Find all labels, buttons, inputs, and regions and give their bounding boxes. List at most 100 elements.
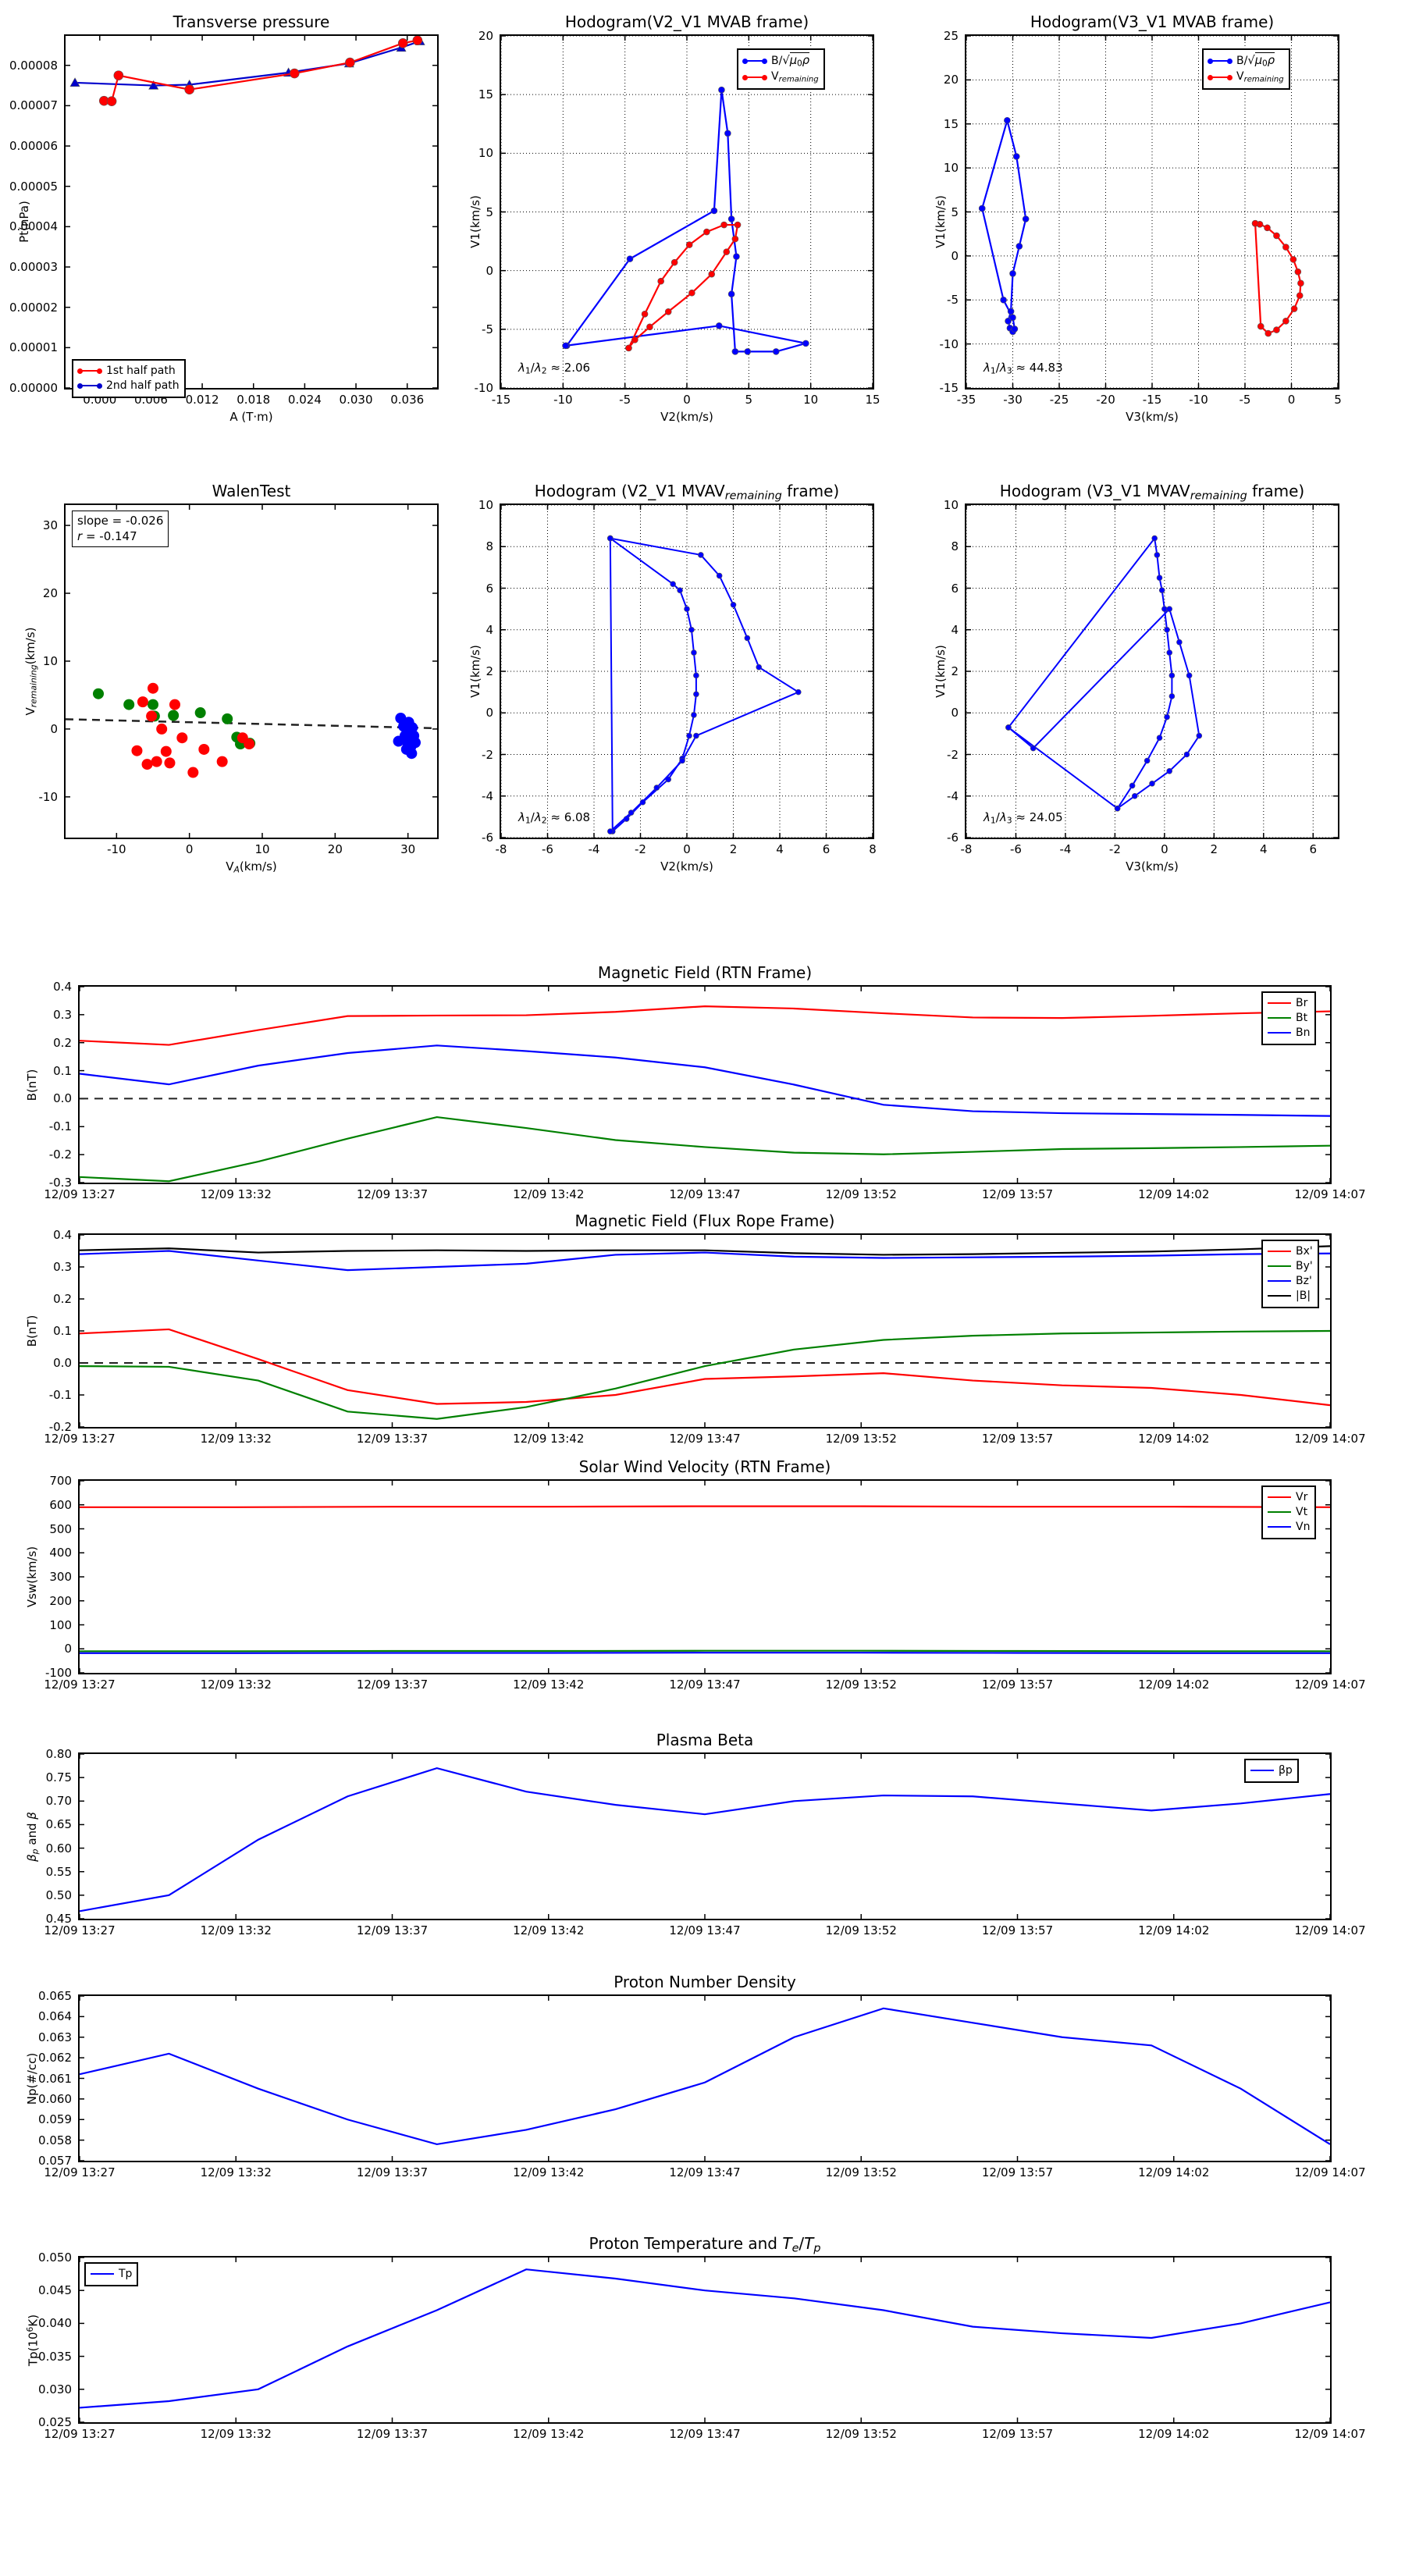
hodogram-v3v1-mvav-ytick: 0 [951, 706, 959, 720]
b-rtn-xtick: 12/09 13:27 [44, 1187, 116, 1201]
b-fluxrope-axes [78, 1233, 1332, 1429]
legend-line-1 [1268, 1511, 1291, 1514]
legend-line-1 [1208, 74, 1232, 80]
vsw-rtn-ytick: 100 [49, 1617, 72, 1632]
tp-ytick: 0.035 [38, 2349, 72, 2364]
legend-line-2 [1268, 1526, 1291, 1528]
b-rtn-xtick: 12/09 13:42 [513, 1187, 585, 1201]
b-rtn-xtick: 12/09 13:37 [356, 1187, 429, 1201]
legend-line-1 [77, 383, 102, 390]
tp-xtick: 12/09 14:02 [1138, 2427, 1210, 2441]
legend-line-1 [1268, 1265, 1291, 1268]
hodogram-v3v1-mvab-xtick: 0 [1287, 393, 1296, 407]
tp-xtick: 12/09 14:07 [1294, 2427, 1366, 2441]
hodogram-v3v1-mvab-xtick: -5 [1239, 393, 1251, 407]
np-xtick: 12/09 13:37 [356, 2165, 429, 2179]
tp-ylabel: Tp(106K) [25, 2314, 41, 2366]
b-fluxrope-title: Magnetic Field (Flux Rope Frame) [574, 1212, 835, 1230]
tp-ytick: 0.025 [38, 2415, 72, 2429]
plasma-beta-xtick: 12/09 13:27 [44, 1923, 116, 1937]
hodogram-v3v1-mvab-xtick: 5 [1334, 393, 1342, 407]
b-rtn-ytick: 0.0 [53, 1091, 72, 1106]
b-rtn-legend-entry: Bn [1268, 1026, 1310, 1041]
b-fluxrope-legend-entry: Bx' [1268, 1244, 1313, 1259]
walen-test-xlabel: VA(km/s) [226, 859, 277, 875]
vsw-rtn-ytick: 400 [49, 1546, 72, 1560]
hodogram-v3v1-mvab-legend-entry: Vremaining [1208, 69, 1284, 85]
hodogram-v2v1-mvav-ytick: 6 [486, 581, 493, 596]
plasma-beta-ytick: 0.50 [45, 1888, 72, 1902]
walen-test-ytick: 10 [42, 653, 58, 668]
b-fluxrope-legend-entry: Bz' [1268, 1274, 1313, 1289]
plasma-beta-title: Plasma Beta [656, 1731, 754, 1749]
b-fluxrope-ytick: 0.3 [53, 1260, 72, 1274]
legend-label-2: Bn [1296, 1026, 1311, 1039]
b-fluxrope-ytick: 0.2 [53, 1292, 72, 1306]
transverse-pressure-ytick: 0.00001 [9, 340, 58, 355]
hodogram-v2v1-mvab-xtick: -10 [553, 393, 573, 407]
hodogram-v2v1-mvab-annotation: λ1/λ2 ≈ 2.06 [518, 361, 591, 376]
np-ylabel: Np(#/cc) [25, 2052, 39, 2105]
hodogram-v2v1-mvav-title: Hodogram (V2_V1 MVAVremaining frame) [534, 482, 840, 503]
plasma-beta-xtick: 12/09 14:07 [1294, 1923, 1366, 1937]
np-ytick: 0.064 [38, 2009, 72, 2024]
plasma-beta-xtick: 12/09 13:32 [200, 1923, 272, 1937]
walen-test-xtick: -10 [107, 842, 126, 856]
hodogram-v2v1-mvav-axes [500, 503, 874, 839]
transverse-pressure-ytick: 0.00000 [9, 381, 58, 395]
hodogram-v2v1-mvab-xtick: 15 [865, 393, 880, 407]
np-xtick: 12/09 13:27 [44, 2165, 116, 2179]
vsw-rtn-ytick: -100 [44, 1666, 72, 1680]
transverse-pressure-legend-entry: 1st half path [77, 364, 180, 379]
b-rtn-ytick: -0.2 [48, 1147, 72, 1162]
vsw-rtn-ytick: 200 [49, 1593, 72, 1608]
transverse-pressure-ytick: 0.00004 [9, 219, 58, 234]
hodogram-v3v1-mvav-ytick: 4 [951, 622, 959, 637]
np-ytick: 0.061 [38, 2071, 72, 2086]
legend-line-0 [1268, 1002, 1291, 1005]
b-fluxrope-xtick: 12/09 13:42 [513, 1432, 585, 1446]
b-fluxrope-ytick: 0.0 [53, 1356, 72, 1370]
vsw-rtn-ylabel: Vsw(km/s) [25, 1546, 39, 1608]
b-fluxrope-xtick: 12/09 14:02 [1138, 1432, 1210, 1446]
hodogram-v3v1-mvab-ytick: -5 [947, 293, 959, 308]
tp-xtick: 12/09 13:52 [825, 2427, 897, 2441]
hodogram-v3v1-mvav-ylabel: V1(km/s) [934, 645, 948, 698]
walen-test-ytick: 0 [50, 721, 58, 736]
legend-line-2 [1268, 1280, 1291, 1283]
hodogram-v2v1-mvab-xtick: -5 [619, 393, 631, 407]
hodogram-v2v1-mvav-ytick: -2 [482, 747, 493, 762]
hodogram-v2v1-mvav-ytick: 8 [486, 539, 493, 554]
legend-line-0 [77, 368, 102, 375]
hodogram-v3v1-mvab-ytick: -10 [939, 336, 959, 351]
walen-test-xtick: 20 [327, 842, 343, 856]
np-xtick: 12/09 13:47 [669, 2165, 741, 2179]
legend-label-3: |B| [1296, 1289, 1311, 1302]
plasma-beta-ytick: 0.65 [45, 1817, 72, 1832]
hodogram-v3v1-mvav-xtick: 4 [1260, 842, 1268, 856]
hodogram-v3v1-mvab-xtick: -25 [1049, 393, 1069, 407]
hodogram-v2v1-mvav-xtick: 6 [822, 842, 831, 856]
legend-line-0 [1268, 1496, 1291, 1499]
plasma-beta-legend: βp [1244, 1759, 1299, 1783]
vsw-rtn-ytick: 300 [49, 1570, 72, 1584]
hodogram-v2v1-mvav-ytick: 10 [478, 498, 493, 512]
tp-title: Proton Temperature and Te/Tp [589, 2234, 821, 2255]
np-xtick: 12/09 13:42 [513, 2165, 585, 2179]
hodogram-v2v1-mvab-legend-entry: Vremaining [742, 69, 819, 85]
np-ytick: 0.057 [38, 2154, 72, 2168]
legend-label-1: 2nd half path [106, 379, 180, 392]
walen-test-ylabel: Vremaining(km/s) [23, 627, 39, 716]
hodogram-v3v1-mvab-annotation: λ1/λ3 ≈ 44.83 [984, 361, 1063, 376]
legend-label-0: B/√μ0ρ [1236, 52, 1275, 69]
hodogram-v2v1-mvav-xtick: -6 [542, 842, 553, 856]
hodogram-v2v1-mvav-xtick: 2 [729, 842, 738, 856]
np-axes [78, 1994, 1332, 2162]
hodogram-v3v1-mvab-ytick: -15 [939, 381, 959, 395]
hodogram-v3v1-mvab-xlabel: V3(km/s) [1126, 410, 1179, 424]
hodogram-v3v1-mvab-xtick: -15 [1142, 393, 1162, 407]
hodogram-v2v1-mvab-ytick: -10 [474, 381, 494, 395]
hodogram-v2v1-mvab-ytick: -5 [482, 322, 493, 336]
hodogram-v2v1-mvav-xtick: -4 [588, 842, 600, 856]
b-fluxrope-ytick: 0.4 [53, 1228, 72, 1242]
